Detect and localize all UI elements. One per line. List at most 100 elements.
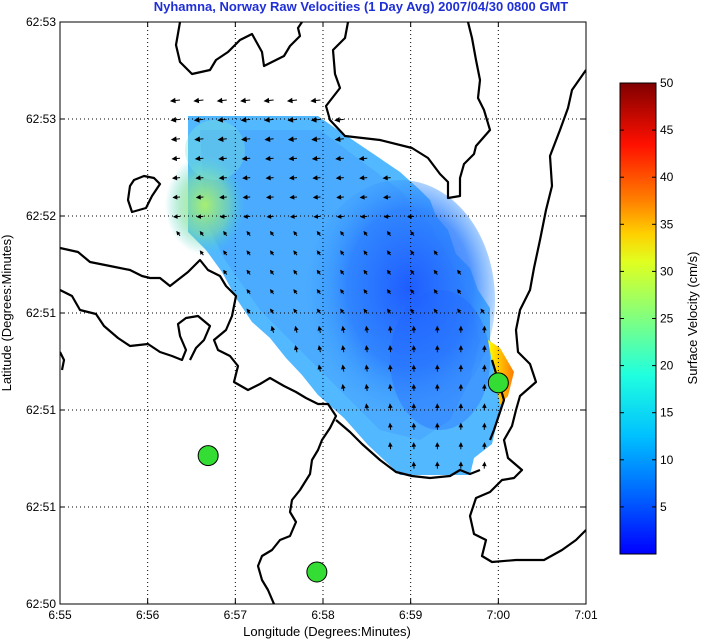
- velocity-arrow-head: [388, 383, 393, 389]
- velocity-arrow-head: [386, 308, 392, 314]
- velocity-arrow-head: [341, 364, 346, 370]
- velocity-arrow-head: [383, 194, 389, 200]
- velocity-arrow-head: [334, 136, 341, 142]
- velocity-arrow-head: [193, 117, 200, 123]
- velocity-arrow-head: [288, 155, 295, 162]
- velocity-arrow-head: [317, 325, 323, 331]
- velocity-arrow-head: [341, 383, 346, 389]
- velocity-arrow-head: [293, 230, 298, 236]
- velocity-arrow-head: [242, 175, 248, 181]
- coast-east: [468, 69, 586, 564]
- velocity-arrow-head: [363, 230, 368, 236]
- velocity-arrow-head: [243, 214, 248, 219]
- velocity-arrow-head: [364, 345, 370, 351]
- y-tick-label: 62:53: [26, 15, 56, 29]
- velocity-arrow-head: [293, 289, 298, 294]
- coast-southwest: [60, 246, 338, 604]
- velocity-arrow-head: [386, 250, 392, 255]
- chart-title: Nyhamna, Norway Raw Velocities (1 Day Av…: [153, 0, 569, 14]
- velocity-arrow-head: [388, 364, 393, 370]
- velocity-arrow-head: [410, 230, 415, 236]
- velocity-arrow-head: [482, 383, 487, 389]
- velocity-arrow-head: [458, 403, 464, 408]
- colorbar-tick-label: 40: [660, 170, 674, 184]
- velocity-arrow-head: [364, 364, 370, 370]
- velocity-arrow-head: [170, 117, 177, 123]
- velocity-arrow-head: [172, 194, 178, 200]
- colorbar-tick-label: 15: [660, 406, 674, 420]
- velocity-arrow-head: [433, 250, 438, 255]
- x-tick-label: 6:57: [224, 608, 248, 622]
- velocity-arrow-head: [435, 461, 440, 467]
- velocity-arrow-head: [246, 308, 251, 314]
- velocity-arrow-head: [246, 269, 251, 275]
- velocity-arrow-head: [458, 422, 464, 428]
- velocity-arrow-head: [172, 214, 178, 219]
- y-tick-label: 62:51: [26, 500, 56, 514]
- velocity-high-east: [488, 340, 514, 405]
- y-axis-label: Latitude (Degrees:Minutes): [0, 235, 14, 392]
- radar-station-marker: [487, 372, 509, 394]
- x-tick-label: 7:01: [574, 608, 598, 622]
- velocity-arrow-head: [310, 117, 317, 123]
- velocity-arrow-head: [240, 117, 247, 123]
- velocity-arrow-head: [269, 250, 275, 255]
- velocity-arrow-head: [363, 250, 368, 255]
- velocity-arrow-head: [410, 269, 415, 275]
- velocity-arrow-head: [170, 136, 177, 142]
- velocity-arrow-head: [433, 269, 438, 275]
- y-tick-label: 62:51: [26, 306, 56, 320]
- velocity-arrow-head: [433, 289, 438, 294]
- velocity-arrow-head: [340, 289, 345, 294]
- colorbar: 5 10 15 20 25 30 35 40 45 50 Surface Velocity (cm…: [619, 76, 700, 555]
- colorbar-tick-label: 20: [660, 359, 674, 373]
- velocity-arrow-head: [435, 383, 440, 389]
- velocity-arrow-head: [435, 422, 440, 428]
- velocity-arrow-head: [482, 403, 487, 409]
- velocity-arrow-head: [340, 269, 345, 275]
- velocity-high-west: [165, 155, 245, 255]
- velocity-arrow-head: [336, 194, 342, 200]
- coast-south-inner: [335, 419, 481, 480]
- velocity-arrow-head: [218, 155, 224, 162]
- velocity-arrow-head: [264, 136, 271, 142]
- colorbar-tick-label: 25: [660, 312, 674, 326]
- velocity-arrow-head: [194, 136, 201, 142]
- velocity-arrow-head: [311, 155, 318, 162]
- velocity-arrow-head: [435, 442, 440, 447]
- velocity-arrow-head: [411, 461, 417, 467]
- velocity-arrow-head: [480, 308, 485, 314]
- velocity-arrow-head: [246, 289, 251, 294]
- velocity-arrow-head: [199, 230, 204, 236]
- velocity-arrow-head: [195, 175, 201, 181]
- velocity-arrow-head: [388, 442, 393, 447]
- velocity-arrow-head: [317, 364, 323, 370]
- velocity-arrow-head: [341, 345, 346, 351]
- velocity-arrow-head: [359, 175, 365, 181]
- velocity-arrow-head: [196, 214, 202, 219]
- velocity-arrow-head: [458, 442, 464, 447]
- y-tick-label: 62:50: [26, 597, 56, 611]
- velocity-arrow-head: [246, 250, 251, 255]
- velocity-core-2: [390, 290, 490, 430]
- velocity-arrow-head: [411, 422, 417, 428]
- velocity-arrow-head: [294, 325, 299, 331]
- velocity-arrow-head: [457, 289, 462, 294]
- coastline: [60, 22, 586, 604]
- velocity-arrow-head: [410, 308, 415, 314]
- velocity-arrow-head: [286, 97, 293, 104]
- y-tick-label: 62:52: [26, 209, 56, 223]
- velocity-arrow-head: [316, 269, 321, 275]
- velocity-arrow-head: [411, 325, 417, 331]
- velocity-arrow-head: [217, 117, 224, 123]
- x-tick-label: 6:59: [399, 608, 423, 622]
- velocity-arrow-head: [218, 175, 225, 181]
- velocity-arrow-head: [289, 214, 295, 219]
- velocity-arrow-head: [458, 461, 464, 467]
- velocity-arrow-head: [311, 136, 318, 142]
- velocity-arrow-head: [269, 308, 275, 314]
- velocity-arrow-head: [293, 308, 298, 314]
- velocity-arrow-head: [340, 308, 345, 314]
- velocity-arrow-head: [388, 403, 393, 409]
- velocity-arrow-head: [364, 325, 370, 331]
